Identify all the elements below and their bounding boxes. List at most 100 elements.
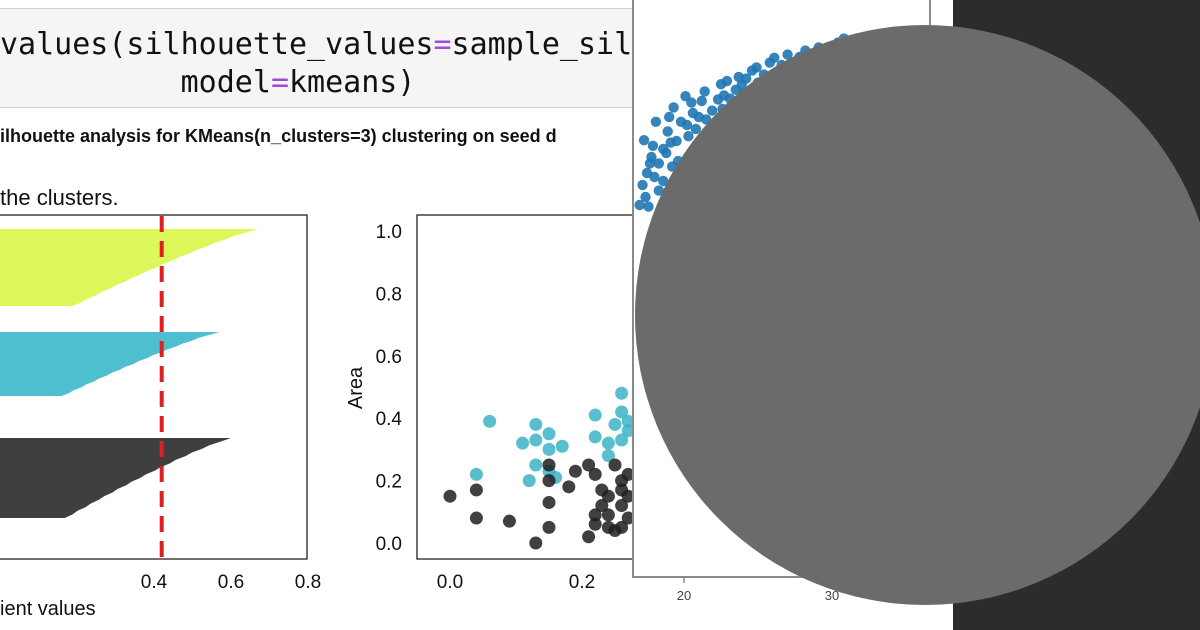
scatter-point-cluster-dark — [588, 517, 602, 531]
silhouette-plot: 0.4 0.6 0.8 ient values — [0, 214, 321, 620]
scatter-point-cluster-dark — [469, 511, 483, 525]
scatter-point-cluster-dark — [542, 474, 556, 488]
scatter-point-cluster-cyan — [615, 433, 629, 447]
overlay-point — [661, 147, 672, 159]
scatter-point-cluster-dark — [542, 495, 556, 509]
scatter-point-cluster-dark — [601, 489, 615, 503]
scatter-point-cluster-cyan — [529, 417, 543, 431]
scatter-point-cluster-dark — [608, 524, 622, 538]
silhouette-x-tick: 0.4 — [141, 572, 168, 593]
silhouette-band-cluster-dark — [0, 438, 231, 518]
scatter-point-cluster-dark — [621, 511, 635, 525]
scatter-plot: 0.0 0.2 0.4 0.6 0.8 1.0 0.0 0.2 Area — [345, 214, 678, 593]
overlay-x-tick: 30 — [825, 588, 839, 603]
scatter-point-cluster-cyan — [615, 386, 629, 400]
scatter-point-cluster-cyan — [522, 474, 536, 488]
scatter-point-cluster-cyan — [555, 439, 569, 453]
scatter-x-tick: 0.0 — [437, 572, 463, 593]
overlay-point — [649, 171, 660, 183]
scatter-point-cluster-cyan — [529, 458, 543, 472]
figure-suptitle: ilhouette analysis for KMeans(n_clusters… — [0, 126, 557, 146]
overlay-point — [640, 191, 651, 203]
scatter-point-cluster-dark — [608, 458, 622, 472]
scatter-point-cluster-dark — [601, 508, 615, 522]
scatter-point-cluster-dark — [595, 499, 609, 513]
overlay-point — [638, 135, 650, 146]
overlay-point — [643, 201, 654, 212]
scatter-point-cluster-cyan — [601, 449, 615, 463]
overlay-point — [637, 179, 648, 191]
scatter-y-tick: 0.6 — [376, 347, 402, 368]
overlay-point — [706, 105, 718, 116]
overlay-point — [658, 175, 669, 187]
scatter-point-cluster-dark — [588, 508, 602, 522]
code-line-2: model=kmeans) — [0, 65, 416, 100]
silhouette-band-cluster-yellow — [0, 229, 258, 306]
scatter-point-cluster-dark — [502, 514, 516, 528]
overlay-point — [671, 135, 682, 147]
scatter-point-cluster-dark — [443, 489, 457, 503]
scatter-point-cluster-cyan — [621, 414, 635, 428]
overlay-point — [644, 158, 656, 169]
scatter-point-cluster-dark — [615, 499, 629, 513]
scatter-point-cluster-cyan — [601, 436, 615, 450]
scatter-x-tick: 0.2 — [569, 572, 595, 593]
overlay-point — [650, 116, 662, 128]
code-operator: = — [270, 65, 289, 100]
scatter-point-cluster-cyan — [615, 405, 629, 419]
scatter-point-cluster-cyan — [588, 408, 602, 422]
overlay-point — [664, 111, 675, 123]
code-text: model — [180, 65, 271, 100]
dark-decor-panel — [635, 0, 1200, 630]
scatter-point-cluster-cyan — [588, 430, 602, 444]
scatter-point-cluster-cyan — [529, 433, 543, 447]
scatter-point-cluster-dark — [621, 467, 635, 481]
overlay-point — [653, 185, 665, 196]
scatter-point-cluster-cyan — [542, 442, 556, 456]
overlay-point — [647, 140, 659, 151]
scatter-point-cluster-cyan — [542, 427, 556, 441]
overlay-point — [690, 123, 702, 135]
scatter-y-tick: 0.8 — [376, 284, 402, 305]
scatter-y-tick: 1.0 — [376, 222, 402, 243]
silhouette-x-label: ient values — [0, 598, 96, 620]
overlay-point — [751, 62, 762, 73]
overlay-point — [680, 91, 691, 102]
overlay-point — [668, 102, 679, 113]
overlay-point — [733, 71, 744, 83]
scatter-y-tick: 0.0 — [376, 534, 402, 555]
code-line-1: values(silhouette_values=sample_silh — [0, 27, 650, 62]
code-operator: = — [433, 27, 452, 62]
overlay-point — [715, 79, 727, 90]
scatter-y-label: Area — [345, 366, 367, 409]
silhouette-band-cluster-cyan — [0, 332, 220, 396]
scatter-point-cluster-dark — [582, 458, 596, 472]
scatter-point-cluster-cyan — [516, 436, 530, 450]
scatter-point-cluster-cyan — [621, 424, 635, 438]
scatter-point-cluster-dark — [588, 467, 602, 481]
scatter-point-cluster-dark — [568, 464, 582, 478]
scatter-y-tick: 0.4 — [376, 409, 403, 430]
scatter-point-cluster-cyan — [469, 467, 483, 481]
scatter-point-cluster-dark — [621, 489, 635, 503]
overlay-point — [653, 158, 665, 169]
code-cell[interactable]: values(silhouette_values=sample_silh mod… — [0, 8, 650, 108]
scatter-point-cluster-dark — [542, 458, 556, 472]
code-text: sample_silh — [451, 27, 651, 62]
overlay-point — [696, 95, 707, 107]
scatter-point-cluster-dark — [542, 520, 556, 534]
overlay-point — [782, 49, 793, 60]
silhouette-x-tick: 0.6 — [218, 572, 244, 593]
silhouette-subtitle: the clusters. — [0, 185, 119, 210]
overlay-point — [634, 199, 645, 211]
scatter-point-cluster-cyan — [608, 417, 622, 431]
silhouette-x-tick: 0.8 — [295, 572, 321, 593]
scatter-point-cluster-dark — [562, 480, 576, 494]
code-text: kmeans) — [289, 65, 416, 100]
code-text: values(silhouette_values — [0, 27, 434, 62]
overlay-point — [662, 126, 673, 137]
overlay-point — [681, 119, 693, 131]
scatter-point-cluster-dark — [529, 536, 543, 550]
